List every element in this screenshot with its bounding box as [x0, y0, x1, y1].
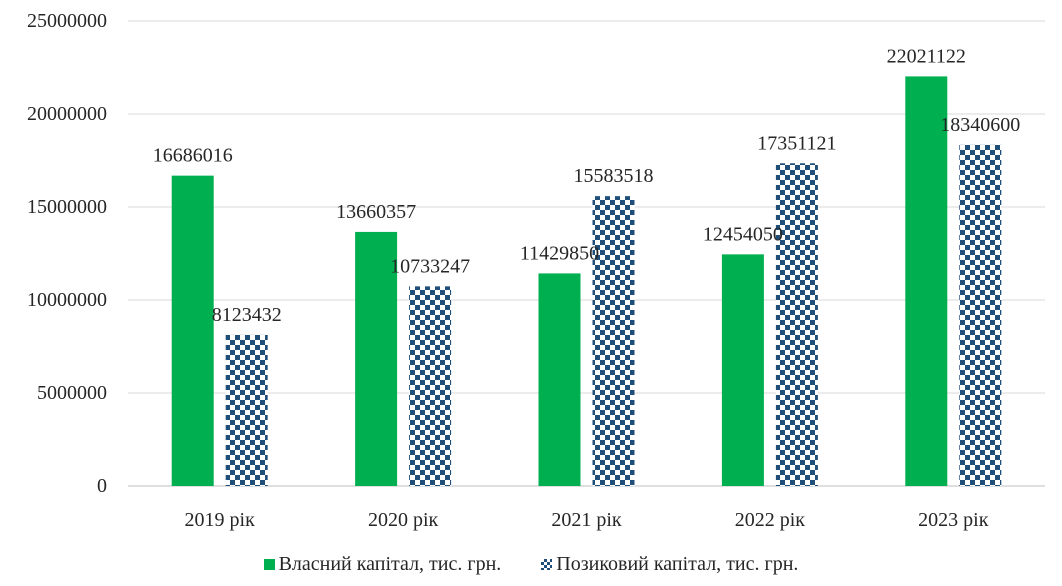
y-tick-label: 0 — [97, 475, 107, 497]
data-label-borrowed-capital: 10733247 — [390, 255, 470, 277]
x-tick-label: 2019 рік — [185, 509, 256, 531]
chart-legend: Власний капітал, тис. грн. Позиковий кап… — [0, 553, 1062, 576]
legend-swatch-borrowed-capital — [541, 559, 553, 570]
bars — [171, 76, 1002, 487]
bar-borrowed-capital[interactable] — [409, 286, 452, 486]
x-tick-label: 2020 рік — [368, 509, 439, 531]
data-label-borrowed-capital: 17351121 — [757, 132, 836, 154]
data-label-own-capital: 22021122 — [887, 45, 966, 67]
bar-own-capital[interactable] — [721, 254, 764, 486]
legend-label-borrowed-capital: Позиковий капітал, тис. грн. — [556, 553, 799, 575]
legend-item-own-capital[interactable]: Власний капітал, тис. грн. — [263, 553, 502, 576]
data-label-own-capital: 11429850 — [520, 242, 599, 264]
legend-label-own-capital: Власний капітал, тис. грн. — [278, 553, 502, 575]
legend-swatch-own-capital — [263, 559, 275, 570]
data-label-borrowed-capital: 18340600 — [940, 114, 1020, 136]
x-tick-label: 2022 рік — [735, 509, 806, 531]
bar-borrowed-capital[interactable] — [959, 144, 1002, 486]
y-tick-label: 10000000 — [27, 289, 107, 311]
data-labels: 16686016 8123432 13660357 10733247 11429850 1… — [153, 45, 1021, 325]
y-tick-label: 25000000 — [27, 10, 107, 32]
bar-borrowed-capital[interactable] — [775, 163, 818, 486]
y-tick-label: 5000000 — [37, 382, 107, 404]
bar-borrowed-capital[interactable] — [592, 196, 635, 487]
y-tick-label: 15000000 — [27, 196, 107, 218]
bar-own-capital[interactable] — [538, 273, 581, 486]
data-label-borrowed-capital: 15583518 — [574, 165, 654, 187]
y-tick-label: 20000000 — [27, 103, 107, 125]
data-label-own-capital: 16686016 — [153, 145, 233, 167]
legend-item-borrowed-capital[interactable]: Позиковий капітал, тис. грн. — [541, 553, 798, 576]
data-label-own-capital: 12454050 — [703, 223, 783, 245]
x-tick-label: 2023 рік — [918, 509, 989, 531]
data-label-own-capital: 13660357 — [336, 201, 416, 223]
x-axis-tick-labels: 2019 рік 2020 рік 2021 рік 2022 рік 2023 рік — [185, 509, 989, 531]
data-label-borrowed-capital: 8123432 — [212, 304, 282, 326]
y-axis-tick-labels: 0 5000000 10000000 15000000 20000000 25000000 — [27, 10, 107, 497]
bar-borrowed-capital[interactable] — [225, 334, 268, 486]
bar-own-capital[interactable] — [171, 175, 214, 486]
bar-own-capital[interactable] — [355, 231, 398, 486]
x-tick-label: 2021 рік — [551, 509, 622, 531]
bar-own-capital[interactable] — [905, 76, 948, 486]
gridlines — [128, 20, 1045, 487]
